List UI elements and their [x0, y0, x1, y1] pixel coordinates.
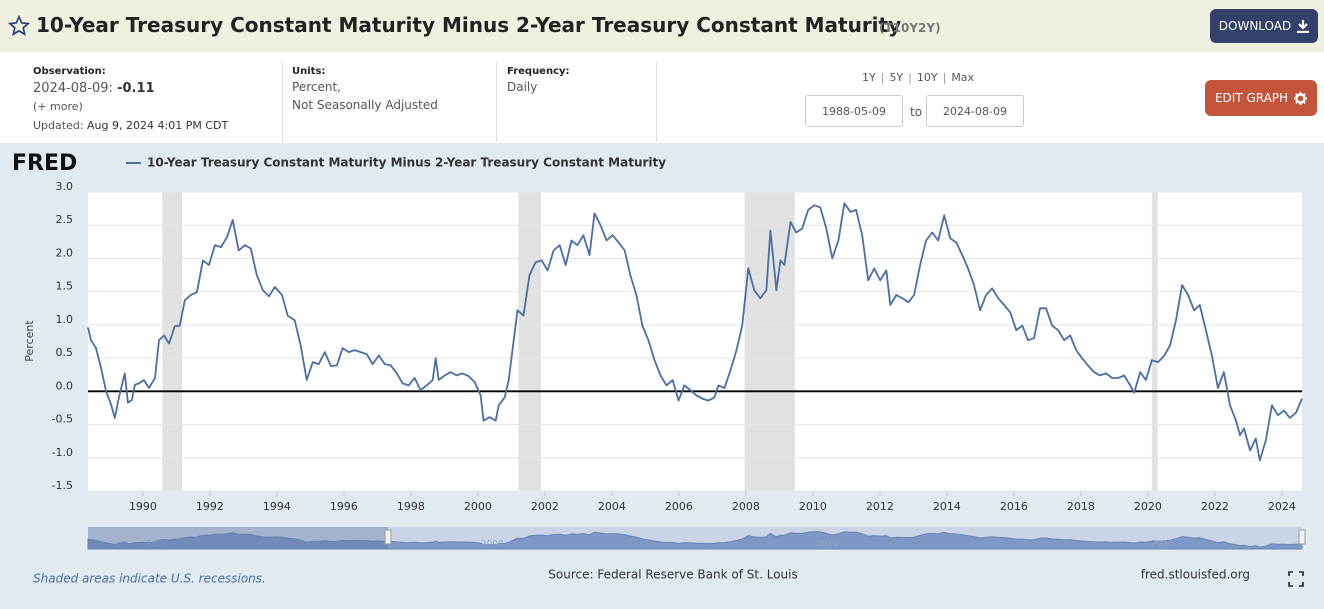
start-date[interactable]: 1988-05-09 — [805, 95, 903, 127]
y-tick-label: 1.5 — [56, 280, 74, 293]
x-tick-label: 2004 — [598, 500, 626, 513]
navigator-label: 2000 — [481, 540, 504, 550]
separator: | — [908, 71, 912, 84]
separator: | — [942, 71, 947, 84]
range-link[interactable]: 1Y — [862, 71, 876, 84]
star-icon[interactable] — [8, 15, 30, 37]
x-tick-label: 2016 — [1000, 500, 1028, 513]
x-tick-label: 1996 — [330, 500, 358, 513]
series-line — [87, 202, 1303, 462]
recession-band — [1151, 192, 1158, 491]
units: Percent, — [292, 80, 341, 94]
y-tick-label: 1.0 — [56, 313, 74, 326]
units-label: Units: — [292, 66, 326, 77]
divider — [656, 62, 657, 142]
plot-area — [88, 192, 1302, 491]
range-links: 1Y | 5Y | 10Y | Max — [862, 71, 974, 84]
updated: Aug 9, 2024 4:01 PM CDT — [87, 119, 229, 132]
plot — [87, 191, 1303, 492]
chart: FRED 10-Year Treasury Constant Maturity … — [0, 143, 1324, 609]
navigator-label: 1990 — [146, 540, 169, 550]
download-label: DOWNLOAD — [1218, 19, 1292, 33]
x-tick-label: 1994 — [263, 500, 291, 513]
y-tick-label: -0.5 — [52, 413, 73, 426]
recession-note: Shaded areas indicate U.S. recessions. — [33, 572, 266, 586]
header: 10-Year Treasury Constant Maturity Minus… — [0, 0, 1324, 52]
frequency: Daily — [507, 80, 538, 94]
y-tick-label: 2.0 — [56, 246, 74, 259]
updated-label: Updated: — [33, 119, 84, 132]
y-tick-label: 0.0 — [56, 379, 74, 392]
x-tick-label: 1990 — [129, 500, 157, 513]
x-tick-label: 2018 — [1067, 500, 1095, 513]
range-link[interactable]: Max — [951, 71, 975, 84]
navigator-area — [87, 531, 1303, 550]
x-tick-label: 2006 — [665, 500, 693, 513]
x-tick-label: 2014 — [933, 500, 961, 513]
range-link[interactable]: 5Y — [889, 71, 904, 84]
download-icon — [1297, 19, 1310, 33]
navigator-label: 2020 — [1151, 540, 1174, 550]
recession-band — [518, 192, 541, 491]
end-date[interactable]: 2024-08-09 — [926, 95, 1024, 127]
frequency-label: Frequency: — [507, 66, 570, 77]
x-tick-label: 2024 — [1268, 500, 1296, 513]
separator: | — [880, 71, 885, 84]
range-link[interactable]: 10Y — [916, 71, 938, 84]
navigator-handle[interactable] — [1298, 529, 1306, 545]
observation-label: Observation: — [33, 66, 106, 77]
edit-label: EDIT GRAPH — [1214, 91, 1289, 105]
units: Not Seasonally Adjusted — [292, 98, 438, 112]
gear-icon — [1294, 91, 1308, 105]
recession-band — [162, 192, 183, 491]
more-link[interactable]: (+ more) — [33, 100, 83, 113]
x-tick-label: 1998 — [397, 500, 425, 513]
legend-label: 10-Year Treasury Constant Maturity Minus… — [147, 156, 666, 170]
x-tick-label: 2012 — [866, 500, 894, 513]
observation-date: 2024-08-09: — [33, 81, 113, 96]
divider — [496, 62, 497, 142]
x-tick-label: 2020 — [1134, 500, 1162, 513]
x-tick-label: 2002 — [531, 500, 559, 513]
navigator-handle[interactable] — [384, 529, 392, 545]
y-tick-label: 2.5 — [56, 213, 74, 226]
series-code: (T10Y2Y) — [879, 21, 941, 35]
x-tick-label: 2022 — [1201, 500, 1229, 513]
observation-value: -0.11 — [117, 81, 155, 96]
x-tick-label: 2008 — [732, 500, 760, 513]
info-panel: Observation: 2024-08-09: -0.11 (+ more) … — [0, 52, 1324, 143]
navigator-mask — [88, 527, 388, 549]
y-tick-label: 0.5 — [56, 346, 74, 359]
navigator-label: 2010 — [816, 540, 839, 550]
x-tick-label: 2000 — [464, 500, 492, 513]
to-label: to — [910, 105, 923, 119]
y-tick-label: -1.0 — [52, 446, 73, 459]
fred-logo: FRED — [12, 151, 77, 176]
source: Source: Federal Reserve Bank of St. Loui… — [548, 568, 797, 582]
y-axis-label: Percent — [23, 320, 36, 362]
y-tick-label: -1.5 — [52, 479, 73, 492]
site: fred.stlouisfed.org — [1141, 568, 1250, 582]
x-tick-label: 1992 — [196, 500, 224, 513]
x-tick-label: 2010 — [799, 500, 827, 513]
divider — [282, 62, 283, 142]
fullscreen-icon[interactable] — [1288, 571, 1304, 587]
title: 10-Year Treasury Constant Maturity Minus… — [36, 13, 902, 37]
edit-graph-button[interactable]: EDIT GRAPH — [1205, 80, 1317, 116]
y-tick-label: 3.0 — [56, 180, 74, 193]
download-button[interactable]: DOWNLOAD — [1210, 9, 1318, 43]
